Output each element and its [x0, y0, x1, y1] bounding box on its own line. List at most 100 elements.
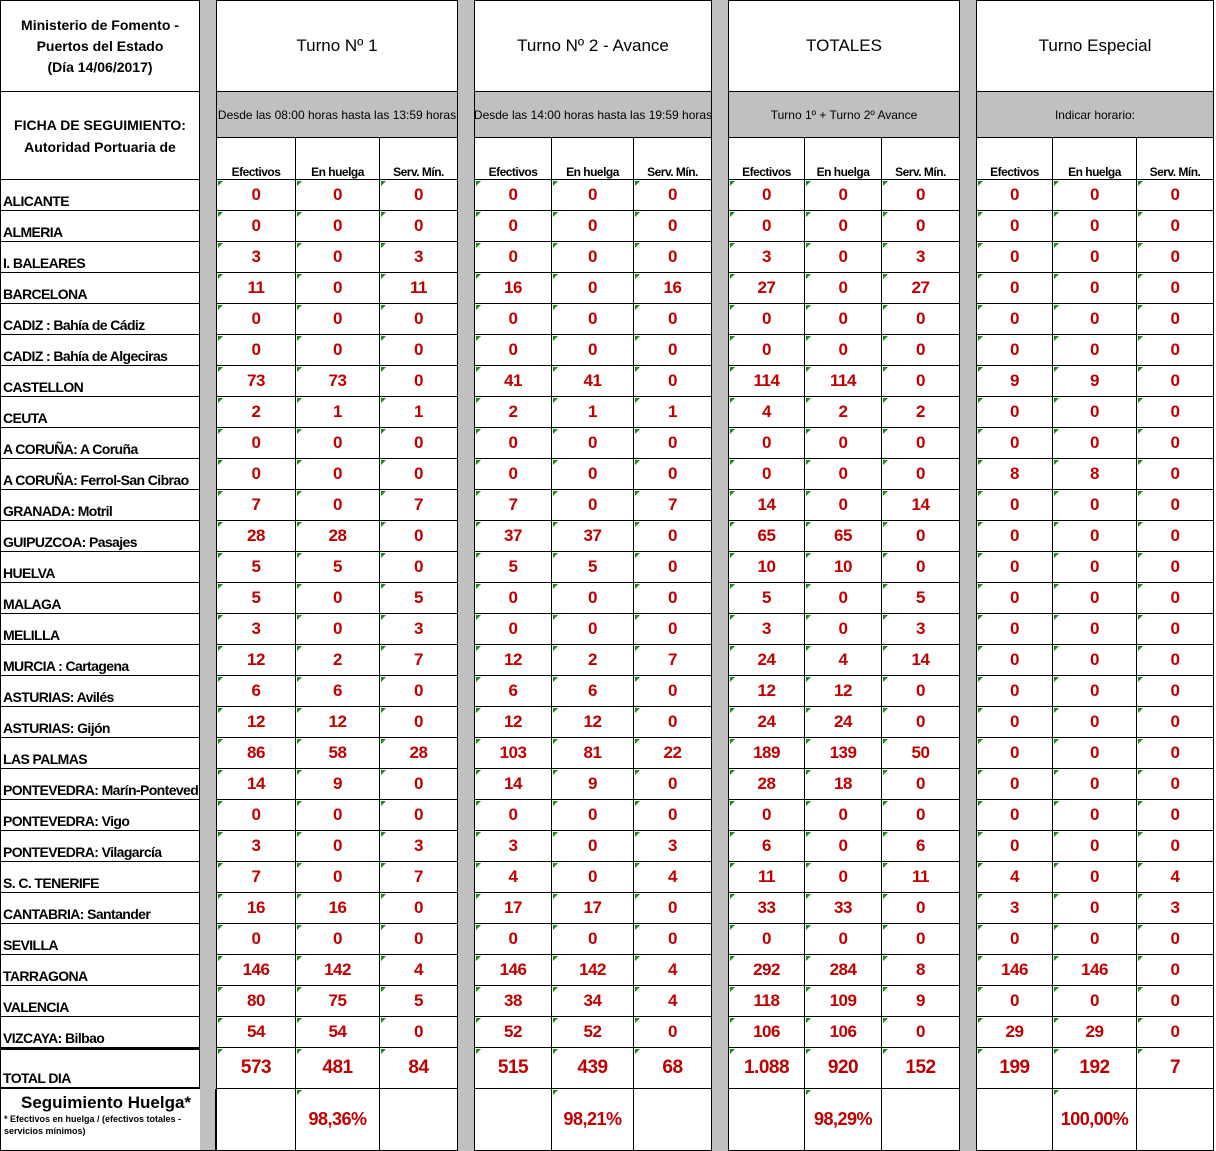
cell-value: 0 — [976, 831, 1053, 862]
cell-value: 16 — [634, 273, 712, 304]
cell-value: 0 — [216, 211, 296, 242]
cell-value: 0 — [1053, 490, 1137, 521]
cell-value: 33 — [728, 893, 805, 924]
cell-value: 11 — [728, 862, 805, 893]
cell-value: 0 — [976, 211, 1053, 242]
cell-value: 0 — [1053, 676, 1137, 707]
cell-value: 114 — [805, 366, 882, 397]
cell-value: 0 — [976, 304, 1053, 335]
cell-value: 2 — [474, 397, 552, 428]
cell-value: 0 — [728, 924, 805, 955]
row-label: A CORUÑA: Ferrol-San Cibrao — [0, 459, 200, 490]
cell-value: 2 — [296, 645, 380, 676]
row-label: PONTEVEDRA: Vilagarcía — [0, 831, 200, 862]
cell-value: 4 — [634, 955, 712, 986]
cell-value: 0 — [728, 304, 805, 335]
row-label: ALMERIA — [0, 211, 200, 242]
cell-value: 37 — [474, 521, 552, 552]
cell-value: 0 — [1053, 583, 1137, 614]
cell-value: 0 — [1137, 924, 1214, 955]
cell-value: 0 — [1137, 335, 1214, 366]
cell-value: 0 — [805, 490, 882, 521]
column-header: Serv. Mín. — [634, 138, 712, 180]
row-label: CANTABRIA: Santander — [0, 893, 200, 924]
group-title: Turno Especial — [976, 0, 1214, 92]
cell-value: 292 — [728, 955, 805, 986]
cell-value: 11 — [216, 273, 296, 304]
cell-value: 0 — [1137, 552, 1214, 583]
cell-value: 14 — [882, 645, 960, 676]
cell-value: 0 — [1137, 180, 1214, 211]
column-header: En huelga — [296, 138, 380, 180]
cell-value: 0 — [976, 490, 1053, 521]
follow-up-value: 98,29% — [805, 1089, 882, 1151]
cell-value: 0 — [634, 707, 712, 738]
cell-value: 0 — [882, 893, 960, 924]
cell-value: 0 — [552, 862, 634, 893]
cell-value: 0 — [1053, 707, 1137, 738]
cell-value: 0 — [882, 1017, 960, 1048]
total-value: 515 — [474, 1048, 552, 1089]
cell-value: 0 — [805, 304, 882, 335]
cell-value: 0 — [474, 800, 552, 831]
row-label: TARRAGONA — [0, 955, 200, 986]
cell-value: 37 — [552, 521, 634, 552]
cell-value: 3 — [976, 893, 1053, 924]
cell-value: 16 — [296, 893, 380, 924]
cell-value: 24 — [805, 707, 882, 738]
cell-value: 0 — [552, 800, 634, 831]
cell-value: 0 — [296, 459, 380, 490]
cell-value: 0 — [552, 428, 634, 459]
cell-value: 0 — [634, 676, 712, 707]
column-header: En huelga — [805, 138, 882, 180]
cell-value: 34 — [552, 986, 634, 1017]
follow-up-title: Seguimiento Huelga* — [21, 1093, 192, 1112]
cell-value: 0 — [634, 614, 712, 645]
cell-value: 52 — [474, 1017, 552, 1048]
cell-value: 0 — [1053, 924, 1137, 955]
empty-cell — [728, 1089, 805, 1151]
cell-value: 0 — [976, 180, 1053, 211]
cell-value: 9 — [552, 769, 634, 800]
empty-cell — [634, 1089, 712, 1151]
cell-value: 0 — [380, 335, 458, 366]
cell-value: 0 — [882, 304, 960, 335]
cell-value: 0 — [1137, 738, 1214, 769]
cell-value: 0 — [1137, 521, 1214, 552]
cell-value: 0 — [380, 428, 458, 459]
row-label: GUIPUZCOA: Pasajes — [0, 521, 200, 552]
cell-value: 0 — [976, 397, 1053, 428]
group-subtitle: Indicar horario: — [976, 92, 1214, 138]
cell-value: 0 — [1137, 986, 1214, 1017]
cell-value: 0 — [882, 707, 960, 738]
cell-value: 0 — [976, 924, 1053, 955]
cell-value: 12 — [216, 707, 296, 738]
cell-value: 0 — [728, 428, 805, 459]
cell-value: 10 — [728, 552, 805, 583]
cell-value: 0 — [1053, 397, 1137, 428]
cell-value: 6 — [216, 676, 296, 707]
row-label: BARCELONA — [0, 273, 200, 304]
cell-value: 0 — [1053, 304, 1137, 335]
cell-value: 28 — [728, 769, 805, 800]
cell-value: 0 — [805, 800, 882, 831]
cell-value: 0 — [474, 459, 552, 490]
cell-value: 0 — [634, 552, 712, 583]
cell-value: 0 — [728, 459, 805, 490]
cell-value: 0 — [216, 800, 296, 831]
cell-value: 0 — [216, 304, 296, 335]
cell-value: 0 — [882, 211, 960, 242]
cell-value: 6 — [552, 676, 634, 707]
cell-value: 0 — [728, 800, 805, 831]
cell-value: 0 — [1137, 614, 1214, 645]
cell-value: 0 — [634, 335, 712, 366]
cell-value: 0 — [296, 335, 380, 366]
cell-value: 0 — [805, 924, 882, 955]
cell-value: 0 — [296, 242, 380, 273]
cell-value: 0 — [380, 893, 458, 924]
cell-value: 0 — [1137, 676, 1214, 707]
cell-value: 0 — [634, 304, 712, 335]
cell-value: 9 — [976, 366, 1053, 397]
cell-value: 28 — [296, 521, 380, 552]
cell-value: 0 — [1137, 645, 1214, 676]
